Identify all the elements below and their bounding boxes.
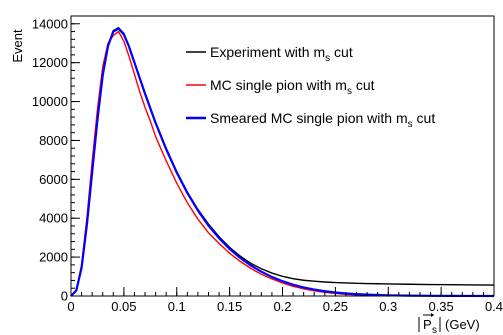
legend-item-1: MC single pion with ms cut [186, 77, 375, 97]
series-line-1 [70, 30, 495, 297]
x-tick-label: 0 [67, 299, 74, 314]
y-axis-title: Event [10, 29, 25, 63]
legend-label: MC single pion with ms cut [210, 77, 375, 97]
x-tick-label: 0.1 [168, 299, 186, 314]
x-tick-label: 0.4 [485, 299, 503, 314]
x-axis-unit: (GeV) [445, 317, 480, 332]
vector-arrow-head [431, 313, 434, 317]
legend-label: Experiment with ms cut [210, 44, 353, 64]
y-tick-label: 6000 [39, 172, 68, 187]
axis-titles: Event [10, 29, 25, 63]
y-tick-label: 8000 [39, 133, 68, 148]
y-tick-label: 10000 [32, 94, 68, 109]
y-tick-label: 12000 [32, 55, 68, 70]
legend-label: Smeared MC single pion with ms cut [210, 110, 435, 130]
plot-area [70, 26, 495, 298]
y-tick-label: 2000 [39, 250, 68, 265]
x-tick-label: 0.3 [379, 299, 397, 314]
x-tick-label: 0.05 [111, 299, 136, 314]
x-tick-label: 0.15 [217, 299, 242, 314]
series-line-0 [70, 26, 495, 297]
axes: 0 0.05 0.1 0.15 0.2 0.25 0.3 0.35 0.4 0 2000 4000 60… [32, 15, 503, 335]
legend-item-2: Smeared MC single pion with ms cut [186, 110, 435, 130]
y-tick-label: 14000 [32, 16, 68, 31]
legend-item-0: Experiment with ms cut [186, 44, 353, 64]
x-tick-label: 0.25 [323, 299, 348, 314]
x-tick-label: 0.35 [428, 299, 453, 314]
legend: Experiment with ms cut MC single pion wit… [186, 44, 435, 130]
x-tick-label: 0.2 [273, 299, 291, 314]
x-axis-symbol-sub: s [432, 325, 437, 335]
series-line-2 [70, 27, 495, 298]
x-axis-symbol: P [423, 317, 432, 332]
y-tick-label: 0 [61, 289, 68, 304]
y-tick-label: 4000 [39, 211, 68, 226]
